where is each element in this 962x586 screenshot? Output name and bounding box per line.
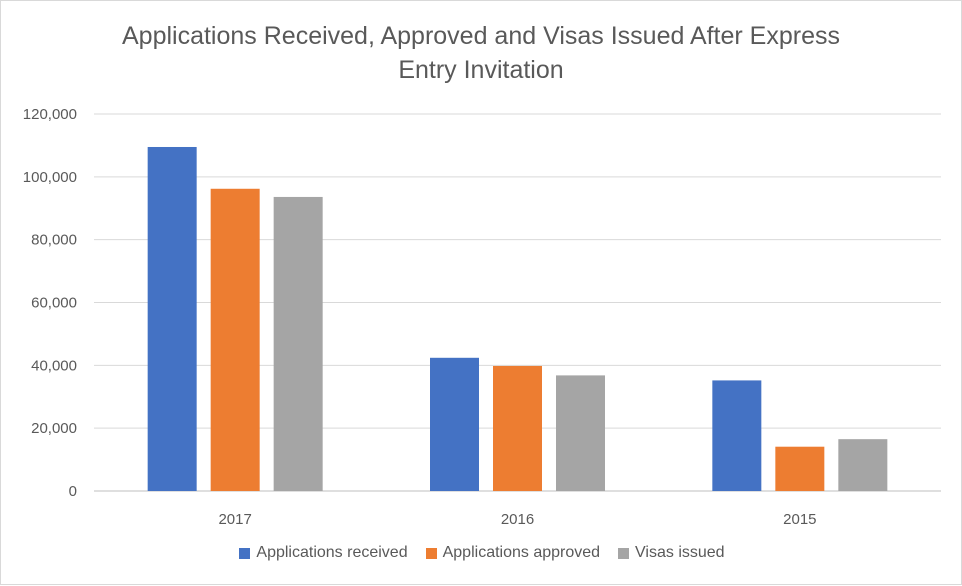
legend-label-received: Applications received	[256, 544, 408, 561]
x-tick-label: 2015	[783, 511, 816, 528]
chart-title-line-2: Entry Invitation	[398, 56, 564, 84]
legend-item-visas: Visas issued	[618, 544, 725, 562]
bar	[273, 196, 323, 491]
bar	[556, 375, 605, 491]
bar	[430, 357, 479, 491]
y-tick-label: 80,000	[31, 232, 77, 249]
bar	[147, 146, 197, 492]
chart-title-line-1: Applications Received, Approved and Visa…	[121, 22, 840, 50]
legend-item-approved: Applications approved	[425, 544, 601, 562]
x-tick-label: 2017	[218, 511, 251, 528]
bar	[838, 439, 888, 491]
y-tick-label: 40,000	[31, 357, 77, 374]
chart-title: Applications Received, Approved and Visa…	[41, 19, 921, 87]
legend-item-received: Applications received	[239, 544, 408, 562]
bar	[493, 365, 542, 491]
legend-label-visas: Visas issued	[635, 544, 725, 561]
y-tick-label: 120,000	[23, 106, 77, 123]
bar	[712, 380, 762, 491]
legend-swatch-visas	[618, 547, 630, 559]
bar	[775, 446, 825, 491]
y-tick-label: 60,000	[31, 295, 77, 312]
y-tick-label: 100,000	[23, 169, 77, 186]
legend-swatch-approved	[425, 547, 437, 559]
y-tick-label: 0	[69, 483, 77, 500]
legend-label-approved: Applications approved	[442, 544, 601, 561]
legend-swatch-received	[239, 547, 251, 559]
y-tick-label: 20,000	[31, 420, 77, 437]
x-tick-label: 2016	[501, 511, 534, 528]
bar	[210, 188, 260, 491]
chart-legend: Applications received Applications appro…	[1, 544, 962, 562]
